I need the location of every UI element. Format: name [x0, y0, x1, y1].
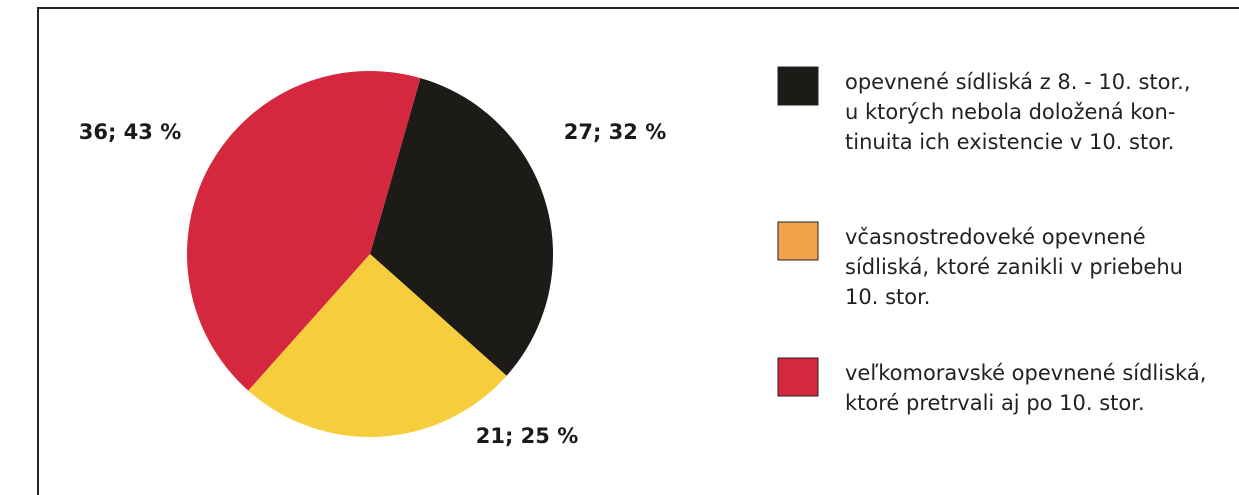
pie-slice — [186, 70, 421, 391]
legend-swatch — [777, 357, 819, 397]
legend-swatch — [777, 221, 819, 261]
legend-label: včasnostredoveké opevnené sídliská, ktoré… — [845, 225, 1183, 309]
pie-slice — [370, 78, 553, 376]
value-label: 36; 43 % — [79, 120, 182, 144]
value-label: 21; 25 % — [476, 424, 579, 448]
legend-label: veľkomoravské opevnené sídliská, ktoré pr… — [845, 361, 1206, 415]
value-label: 27; 32 % — [564, 120, 667, 144]
pie-slice — [248, 254, 507, 437]
legend-label: opevnené sídliská z 8. - 10. stor., u kto… — [845, 70, 1191, 154]
legend-swatch — [777, 66, 819, 106]
